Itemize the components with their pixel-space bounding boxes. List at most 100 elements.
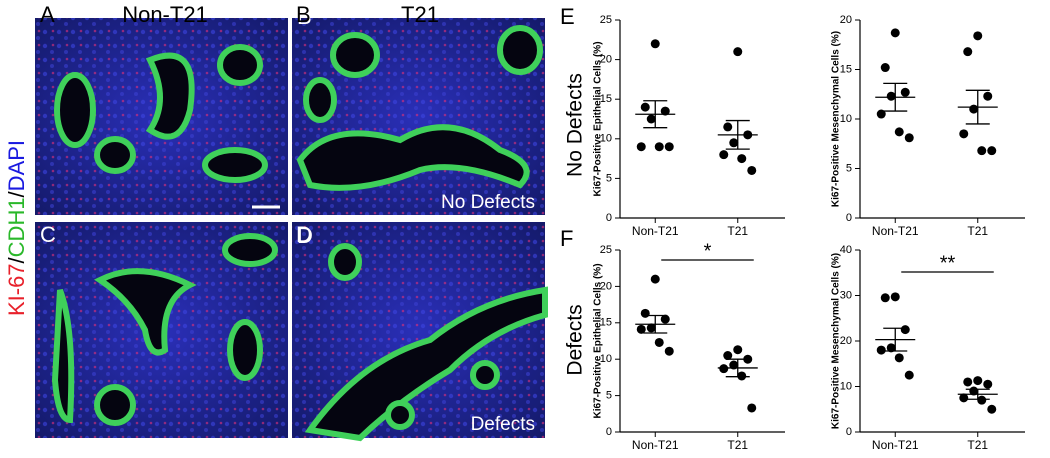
y-tick-label: 10	[600, 133, 612, 145]
row-label: Defects	[564, 304, 587, 375]
data-point	[729, 360, 739, 370]
y-tick-label: 5	[846, 162, 852, 174]
y-tick-label: 20	[600, 54, 612, 66]
data-point	[973, 31, 983, 41]
stain-dapi: DAPI	[4, 140, 29, 191]
stain-sep: /	[4, 190, 29, 197]
significance: *	[704, 240, 712, 262]
y-tick-label: 20	[600, 280, 612, 292]
data-point	[650, 39, 660, 49]
data-point	[646, 114, 656, 124]
data-point	[963, 377, 973, 387]
panel-label: C	[6, 223, 22, 248]
panel-label: A	[40, 2, 55, 27]
panel-label: B	[296, 2, 311, 27]
y-axis-label: Ki67-Positive Mesenchymal Cells (%)	[831, 31, 842, 207]
data-point	[983, 379, 993, 389]
x-tick-label: T21	[727, 438, 748, 452]
data-point	[900, 325, 910, 335]
y-tick-label: 20	[840, 335, 852, 347]
y-tick-label: 0	[846, 426, 852, 438]
panel-label: D	[296, 222, 312, 247]
panel-label: A	[6, 4, 21, 29]
y-tick-label: 0	[606, 212, 612, 224]
data-point	[660, 106, 670, 116]
y-axis-label: Ki67-Positive Epithelial Cells (%)	[593, 41, 604, 196]
panel-label: F	[560, 226, 573, 251]
y-tick-label: 0	[606, 426, 612, 438]
x-tick-label: T21	[727, 224, 748, 238]
data-point	[900, 87, 910, 97]
data-point	[987, 404, 997, 414]
panel-c-image	[35, 222, 288, 438]
data-point	[660, 314, 670, 324]
data-point	[904, 370, 914, 380]
y-tick-label: 5	[606, 390, 612, 402]
data-point	[973, 376, 983, 386]
data-point	[636, 142, 646, 152]
data-point	[880, 293, 890, 303]
y-tick-label: 25	[600, 244, 612, 256]
x-tick-label: Non-T21	[632, 438, 679, 452]
data-point	[894, 127, 904, 137]
panel-label: E	[560, 4, 575, 29]
panel-label: C	[40, 222, 56, 247]
data-point	[959, 393, 969, 403]
stain-ki67: KI-67	[4, 263, 29, 316]
image-caption: No Defects	[441, 192, 535, 213]
x-tick-label: T21	[967, 224, 988, 238]
stain-label: KI-67/CDH1/DAPI	[4, 140, 29, 316]
data-point	[969, 104, 979, 114]
data-point	[664, 346, 674, 356]
y-tick-label: 40	[840, 244, 852, 256]
data-point	[880, 63, 890, 73]
data-point	[977, 146, 987, 156]
panel-b-image	[292, 18, 545, 215]
data-point	[886, 343, 896, 353]
column-header: Non-T21	[122, 2, 208, 27]
data-point	[646, 323, 656, 333]
data-point	[650, 274, 660, 284]
data-point	[959, 129, 969, 139]
data-point	[733, 345, 743, 355]
x-tick-label: Non-T21	[872, 224, 919, 238]
y-tick-label: 0	[846, 212, 852, 224]
y-tick-label: 10	[840, 380, 852, 392]
x-tick-label: T21	[967, 438, 988, 452]
data-point	[636, 324, 646, 334]
data-point	[983, 91, 993, 101]
y-tick-label: 20	[840, 14, 852, 26]
data-point	[747, 165, 757, 175]
data-point	[729, 138, 739, 148]
data-point	[664, 142, 674, 152]
data-point	[640, 308, 650, 318]
y-tick-label: 15	[600, 93, 612, 105]
stain-sep: /	[4, 256, 29, 263]
x-tick-label: Non-T21	[632, 224, 679, 238]
data-point	[886, 91, 896, 101]
data-point	[987, 146, 997, 156]
panel-label: B	[297, 4, 312, 29]
column-header: T21	[401, 2, 439, 27]
data-point	[737, 371, 747, 381]
data-point	[723, 351, 733, 361]
row-label: No Defects	[564, 73, 587, 177]
data-point	[733, 47, 743, 57]
y-axis-label: Ki67-Positive Mesenchymal Cells (%)	[831, 253, 842, 429]
y-tick-label: 15	[600, 317, 612, 329]
image-caption: Defects	[471, 414, 535, 435]
panel-d-image	[292, 222, 548, 442]
panel-label: D	[297, 223, 313, 248]
data-point	[977, 395, 987, 405]
data-point	[876, 345, 886, 355]
data-point	[876, 109, 886, 119]
data-point	[719, 364, 729, 374]
micrographs	[35, 18, 548, 442]
y-tick-label: 10	[840, 113, 852, 125]
data-point	[654, 337, 664, 347]
data-point	[719, 150, 729, 160]
y-tick-label: 25	[600, 14, 612, 26]
data-point	[890, 28, 900, 38]
y-tick-label: 30	[840, 289, 852, 301]
